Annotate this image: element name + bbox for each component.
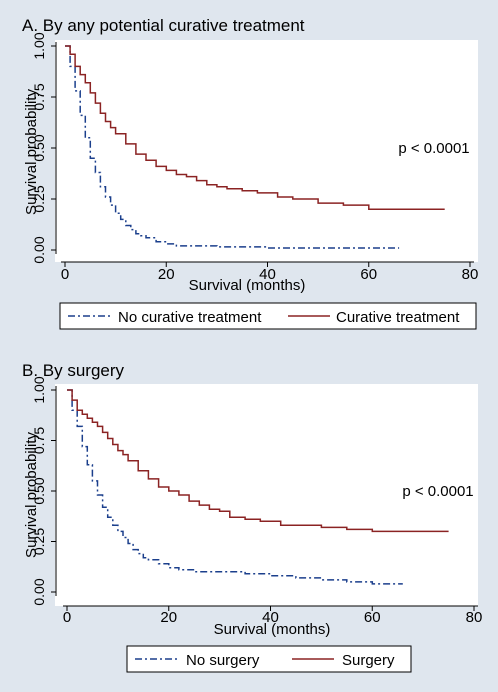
panel-b-legend-box: [126, 645, 412, 673]
panel-b-series-dashed-line: [67, 389, 403, 585]
panel-b-y-tick-label-3: 0.75: [31, 427, 47, 454]
panel-a-x-tick-label-4: 80: [462, 266, 479, 283]
panel-a-title: A. By any potential curative treatment: [22, 16, 305, 35]
panel-b-x-tick-label-4: 80: [466, 609, 483, 626]
panel-b-y-tick-label-0: 0.00: [31, 578, 47, 605]
panel-a-axes: 0 20 40 60 80 0.00 0.25 0.50 0.75 1.00: [31, 32, 478, 283]
panel-a-y-axis-label: Survival probability: [23, 89, 40, 215]
panel-a-x-tick-label-3: 60: [360, 266, 377, 283]
panel-a-legend-label-curative: Curative treatment: [336, 309, 460, 326]
panel-a-y-tick-label-0: 0.00: [31, 236, 47, 263]
panel-a-legend: No curative treatment Curative treatment: [59, 302, 477, 330]
panel-b-x-tick-label-1: 20: [160, 609, 177, 626]
panel-b-series: [67, 389, 449, 585]
panel-a-x-tick-label-1: 20: [158, 266, 175, 283]
panel-a-series: [65, 45, 445, 249]
panel-b-x-axis-label: Survival (months): [214, 621, 331, 638]
panel-b-legend: No surgery Surgery: [126, 645, 412, 673]
panel-a-x-tick-label-0: 0: [61, 266, 69, 283]
panel-b-axes: 0 20 40 60 80 0.00 0.25 0.50 0.75 1.00: [31, 376, 482, 626]
panel-a-x-tick-label-2: 40: [259, 266, 276, 283]
panel-a-series-solid-line: [65, 45, 445, 210]
panel-a-legend-label-no-curative: No curative treatment: [118, 309, 262, 326]
panel-b-title: B. By surgery: [22, 361, 125, 380]
panel-b-y-tick-label-4: 1.00: [31, 376, 47, 403]
panel-a: A. By any potential curative treatment 0…: [22, 16, 478, 330]
panel-a-p-value: p < 0.0001: [398, 140, 469, 157]
panel-b-y-axis-label: Survival probability: [23, 432, 40, 558]
panel-b: B. By surgery 0 20 40 60 80 0.00 0.25 0.50 0.75 1…: [22, 361, 482, 673]
panel-b-series-solid-line: [67, 389, 449, 533]
panel-a-y-tick-label-3: 0.75: [31, 83, 47, 110]
panel-b-x-tick-label-3: 60: [364, 609, 381, 626]
panel-b-p-value: p < 0.0001: [402, 483, 473, 500]
panel-b-y-tick-label-2: 0.50: [31, 477, 47, 504]
panel-a-y-tick-label-4: 1.00: [31, 32, 47, 59]
panel-b-y-tick-label-1: 0.25: [31, 528, 47, 555]
panel-a-y-tick-label-1: 0.25: [31, 185, 47, 212]
panel-a-plot-area: [55, 40, 478, 262]
panel-a-series-dashed-line: [65, 45, 400, 249]
panel-b-x-tick-label-0: 0: [63, 609, 71, 626]
panel-b-legend-label-surgery: Surgery: [342, 652, 395, 669]
panel-b-legend-label-no-surgery: No surgery: [186, 652, 260, 669]
panel-a-y-tick-label-2: 0.50: [31, 134, 47, 161]
panel-b-plot-area: [55, 384, 478, 606]
panel-a-x-axis-label: Survival (months): [189, 277, 306, 294]
panel-a-legend-box: [59, 302, 477, 330]
panel-b-x-tick-label-2: 40: [262, 609, 279, 626]
